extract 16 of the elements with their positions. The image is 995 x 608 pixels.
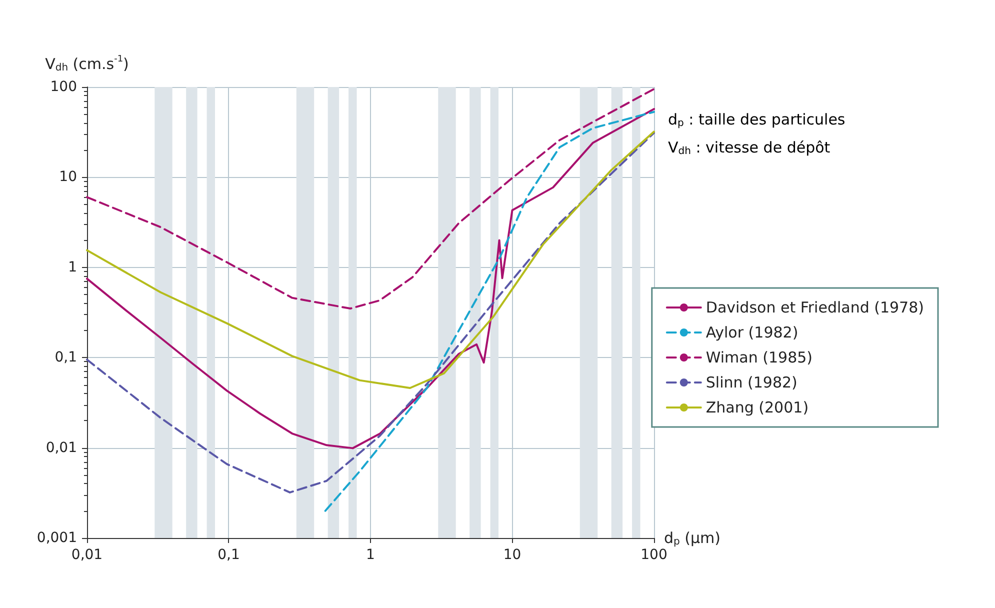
legend-label: Slinn (1982) [706,374,798,392]
y-tick-label: 1 [68,259,77,276]
y-tick-label: 0,1 [54,350,77,366]
legend-label: Davidson et Friedland (1978) [706,298,924,316]
y-tick-label: 10 [59,169,77,186]
legend-label: Zhang (2001) [706,398,809,416]
x-tick-label: 10 [503,547,522,563]
x-tick-label: 100 [640,547,668,563]
y-tick-label: 0,001 [36,530,77,546]
x-tick-label: 0,1 [218,547,240,563]
y-tick-label: 0,01 [46,440,77,456]
x-tick-label: 0,01 [71,547,103,563]
y-tick-label: 100 [50,79,77,95]
x-tick-label: 1 [366,547,375,563]
legend-label: Aylor (1982) [706,324,798,342]
legend-label: Wiman (1985) [706,348,813,366]
